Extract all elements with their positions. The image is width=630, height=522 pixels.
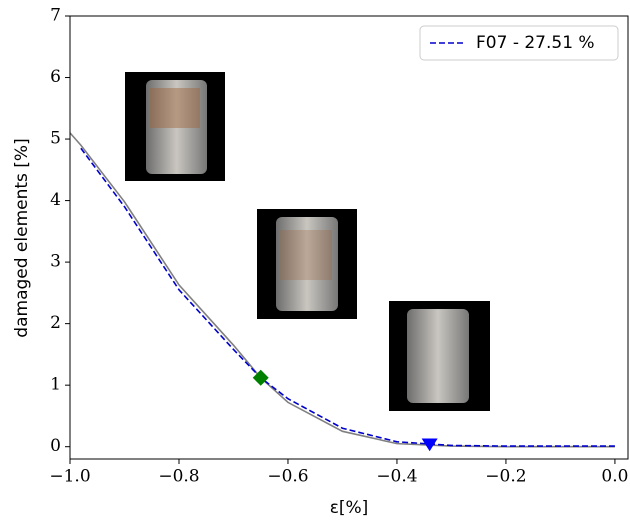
legend-label: F07 - 27.51 % (476, 33, 595, 53)
y-axis-label: damaged elements [%] (12, 138, 32, 337)
y-tick-label: 3 (50, 252, 61, 272)
x-tick-label: −1.0 (49, 467, 90, 487)
y-tick-label: 0 (50, 436, 61, 456)
y-tick-label: 1 (50, 375, 61, 395)
marker (421, 438, 438, 452)
y-tick-label: 5 (50, 129, 61, 149)
inset-image (389, 301, 490, 411)
x-tick-label: 0.0 (601, 467, 628, 487)
y-tick-label: 2 (50, 313, 61, 333)
y-tick-label: 4 (50, 190, 61, 210)
plot-area (69, 132, 615, 452)
series-line (80, 147, 615, 447)
y-tick-label: 7 (50, 6, 61, 26)
x-tick-label: −0.2 (485, 467, 526, 487)
inset-image (125, 72, 225, 181)
x-tick-label: −0.4 (376, 467, 417, 487)
x-axis-label: ε[%] (330, 498, 369, 518)
axes-frame (69, 15, 629, 460)
x-tick-label: −0.6 (267, 467, 308, 487)
x-tick-label: −0.8 (158, 467, 199, 487)
legend-box (419, 25, 619, 61)
marker (252, 369, 269, 386)
y-tick-label: 6 (50, 67, 61, 87)
inset-image (257, 209, 357, 319)
